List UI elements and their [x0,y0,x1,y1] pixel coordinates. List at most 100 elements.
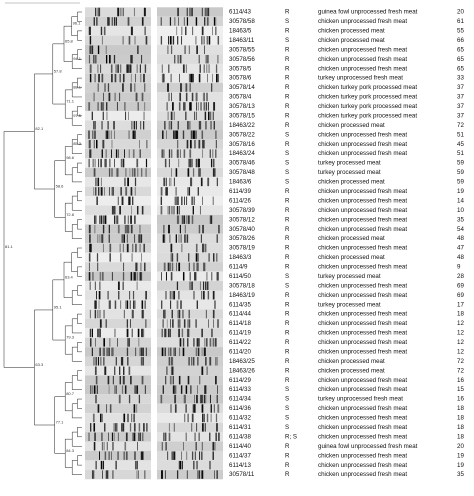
isolate-id: 6114/18 [229,320,251,327]
resistance: S [285,18,289,25]
gel-lane [157,224,223,234]
source: guinea fowl unprocessed fresh meat [318,443,418,450]
isolate-id: 30578/5 [229,65,252,72]
source: chicken turkey pork processed meat [318,84,417,91]
isolate-id: 6114/35 [229,301,251,308]
source: chicken unprocessed fresh meat [318,433,407,440]
node-label: 97.5 [73,113,82,118]
number: 19 [457,462,464,469]
source: chicken processed meat [318,122,385,129]
gel-lane [85,205,151,215]
source: chicken unprocessed fresh meat [318,150,407,157]
resistance: S [285,396,289,403]
resistance: R [285,46,290,53]
resistance: R [285,462,290,469]
gel-lane [157,299,223,310]
gel-lane [157,290,223,300]
resistance: R [285,9,290,16]
isolate-id: 6114/20 [229,348,251,355]
resistance: S [285,150,289,157]
number: 16 [457,396,464,403]
resistance: R [285,339,290,346]
gel-lane [85,366,151,376]
isolate-id: 18463/3 [229,254,252,261]
gel-lane [85,54,151,64]
gel-lane [85,26,151,36]
node-label: 63.4 [65,274,74,279]
resistance: R [285,235,290,242]
resistance: R [285,264,290,271]
isolate-id: 6114/39 [229,188,251,195]
gel-lane [85,328,151,338]
number: 37 [457,103,464,110]
gel-lane [157,337,223,348]
number: 18 [457,415,464,422]
gel-lane [157,309,223,319]
source: chicken processed meat [318,235,385,242]
number: 61 [457,18,464,25]
source: chicken unprocessed fresh meat [318,415,407,422]
isolate-id: 6114/34 [229,396,251,403]
isolate-id: 18463/11 [229,37,255,44]
number: 59 [457,179,464,186]
resistance: S [285,282,289,289]
number: 72 [457,367,464,374]
gel-lane [157,54,223,64]
number: 18 [457,405,464,412]
number: 12 [457,320,464,327]
number: 15 [457,386,464,393]
isolate-id: 6114/29 [229,377,251,384]
gel-lane [85,403,151,414]
node-label: 84.3 [66,448,75,453]
isolate-id: 30578/46 [229,160,255,167]
source: chicken unprocessed fresh meat [318,462,407,469]
source: turkey processed meat [318,301,381,308]
source: chicken unprocessed fresh meat [318,216,407,223]
isolate-id: 30578/55 [229,46,255,53]
source: turkey unprocessed fresh meat [318,75,403,82]
number: 51 [457,131,464,138]
isolate-id: 30578/39 [229,207,255,214]
number: 65 [457,65,464,72]
gel-lane [157,432,223,442]
resistance: S [285,160,289,167]
source: chicken processed meat [318,254,385,261]
node-label: 80.7 [66,391,75,396]
node-label: 77.1 [56,420,65,425]
resistance: S [285,273,289,280]
source: chicken processed meat [318,37,385,44]
isolate-id: 6114/32 [229,415,251,422]
number: 17 [457,301,464,308]
gel-lane [85,35,151,46]
node-label: 79.3 [66,335,75,340]
isolate-id: 30578/58 [229,18,255,25]
number: 69 [457,282,464,289]
source: chicken unprocessed fresh meat [318,311,407,318]
isolate-id: 6114/44 [229,311,251,318]
isolate-id: 30578/6 [229,75,252,82]
source: chicken unprocessed fresh meat [318,65,407,72]
gel-lane [157,35,223,46]
number: 14 [457,197,464,204]
resistance: R [285,452,290,459]
gel-lane [157,16,223,27]
node-label: 82.1 [35,126,44,131]
gel-lane [157,92,223,102]
resistance: S [285,37,289,44]
source: chicken unprocessed fresh meat [318,330,407,337]
node-label: 63.3 [35,362,44,367]
resistance: S [285,415,289,422]
gel-lane [157,177,223,187]
gel-lane [157,394,223,404]
gel-lane [85,120,151,130]
gel-lane [85,45,151,55]
number: 54 [457,226,464,233]
gel-lane [85,73,151,83]
source: chicken unprocessed fresh meat [318,348,407,355]
source: chicken unprocessed fresh meat [318,471,407,478]
number: 48 [457,254,464,261]
number: 20 [457,9,464,16]
source: guinea fowl unprocessed fresh meat [318,9,418,16]
gel-lane [85,413,151,423]
resistance: R [285,65,290,72]
